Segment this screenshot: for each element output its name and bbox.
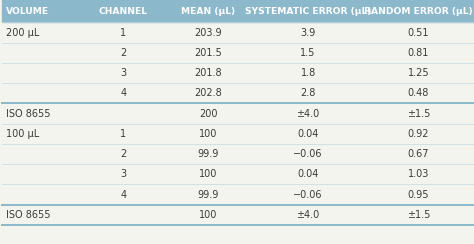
Text: 0.81: 0.81 (408, 48, 429, 58)
Text: 1.25: 1.25 (408, 68, 429, 78)
Text: ±1.5: ±1.5 (407, 210, 430, 220)
Text: 99.9: 99.9 (198, 149, 219, 159)
Text: 0.95: 0.95 (408, 190, 429, 200)
Text: 4: 4 (120, 88, 126, 98)
Text: RANDOM ERROR (μL): RANDOM ERROR (μL) (364, 7, 473, 16)
Text: −0.06: −0.06 (293, 190, 323, 200)
Text: 100 μL: 100 μL (6, 129, 39, 139)
Text: 0.92: 0.92 (408, 129, 429, 139)
Text: VOLUME: VOLUME (6, 7, 49, 16)
Text: 201.5: 201.5 (195, 48, 222, 58)
Text: 203.9: 203.9 (195, 28, 222, 38)
Text: −0.06: −0.06 (293, 149, 323, 159)
Text: 2.8: 2.8 (301, 88, 316, 98)
Text: 1: 1 (120, 129, 126, 139)
Text: 0.04: 0.04 (297, 169, 319, 179)
Text: 3: 3 (120, 169, 126, 179)
Text: SYSTEMATIC ERROR (μL): SYSTEMATIC ERROR (μL) (245, 7, 371, 16)
Bar (363, 0, 474, 22)
Text: 1.5: 1.5 (301, 48, 316, 58)
Text: 0.04: 0.04 (297, 129, 319, 139)
Text: 2: 2 (120, 149, 127, 159)
Bar (254, 0, 363, 22)
Text: 100: 100 (200, 210, 218, 220)
Text: 202.8: 202.8 (195, 88, 222, 98)
Bar (164, 0, 254, 22)
Text: 1.03: 1.03 (408, 169, 429, 179)
Text: ISO 8655: ISO 8655 (6, 109, 51, 119)
Text: 100: 100 (200, 169, 218, 179)
Text: CHANNEL: CHANNEL (99, 7, 148, 16)
Text: 3: 3 (120, 68, 126, 78)
Text: ±4.0: ±4.0 (296, 210, 320, 220)
Text: 4: 4 (120, 190, 126, 200)
Text: 2: 2 (120, 48, 127, 58)
Text: 200 μL: 200 μL (6, 28, 39, 38)
Text: ±1.5: ±1.5 (407, 109, 430, 119)
Text: 201.8: 201.8 (195, 68, 222, 78)
Bar (83, 0, 164, 22)
Text: 3.9: 3.9 (301, 28, 316, 38)
Text: 0.48: 0.48 (408, 88, 429, 98)
Text: 100: 100 (200, 129, 218, 139)
Text: 200: 200 (199, 109, 218, 119)
Text: 1: 1 (120, 28, 126, 38)
Bar (2, 0, 83, 22)
Text: 1.8: 1.8 (301, 68, 316, 78)
Text: 0.51: 0.51 (408, 28, 429, 38)
Text: MEAN (μL): MEAN (μL) (182, 7, 236, 16)
Text: ISO 8655: ISO 8655 (6, 210, 51, 220)
Text: 99.9: 99.9 (198, 190, 219, 200)
Text: ±4.0: ±4.0 (296, 109, 320, 119)
Text: 0.67: 0.67 (408, 149, 429, 159)
